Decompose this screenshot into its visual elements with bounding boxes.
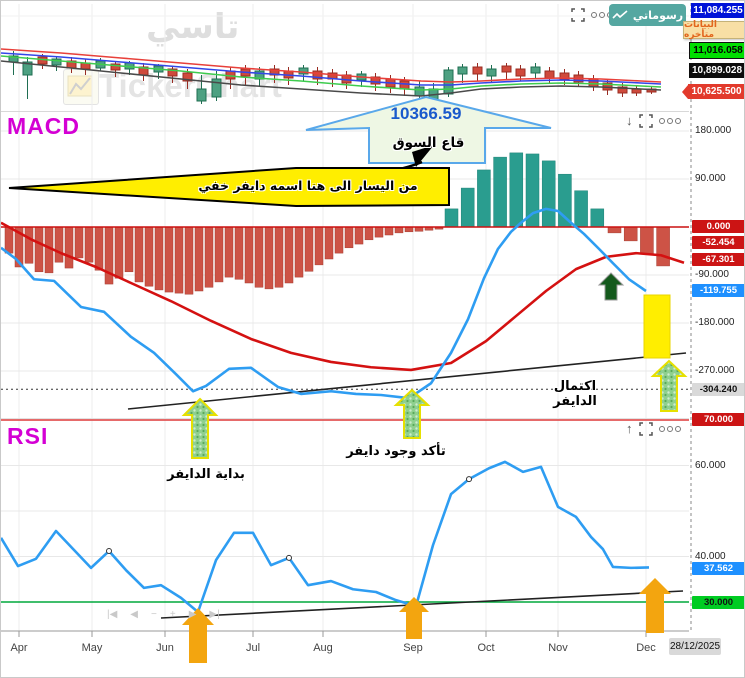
playback-controls[interactable]: |◀ ◀ − + ▶ ▶| (107, 609, 220, 620)
axis-value-badge: -119.755 (692, 284, 744, 297)
maximize-icon[interactable] (638, 422, 653, 436)
player-control-icon[interactable]: ◀ (130, 609, 138, 620)
x-axis-month-label: Nov (548, 642, 568, 654)
axis-value-badge: 70.000 (692, 413, 744, 426)
x-axis-month-label: May (81, 642, 103, 654)
x-axis-month-label: Aug (313, 642, 333, 654)
candle-panel-toolbar (571, 8, 613, 22)
rsi-bottom-arrow-dec (639, 578, 671, 633)
divergence-complete-arrow (650, 359, 688, 412)
symbol-watermark: تاسي (146, 7, 240, 47)
divergence-start-arrow (181, 397, 219, 459)
price-badge-red: 10,625.500 (682, 84, 744, 99)
axis-value-badge: 30.000 (692, 596, 744, 609)
player-control-icon[interactable]: ▶ (188, 609, 197, 620)
divergence-complete-label: اكتمال الدايفر (553, 379, 597, 409)
hidden-divergence-label: من اليسار الى هنا اسمه دايفر خفي (198, 178, 418, 193)
macd-cross-arrow (597, 272, 625, 301)
tickerchart-logo-icon (63, 69, 99, 105)
axis-value-badge: 37.562 (692, 562, 744, 575)
rsi-panel-toolbar: ↑ (626, 422, 681, 436)
x-axis-month-label: Jul (245, 642, 261, 654)
macd-panel-toolbar: ↓ (626, 114, 681, 128)
macd-panel-label: MACD (7, 113, 80, 139)
rsi-bottom-arrow-sep (399, 597, 429, 639)
axis-label: 60.000 (695, 460, 726, 471)
axis-label: 40.000 (695, 551, 726, 562)
date-badge[interactable]: 28/12/2025 (669, 638, 721, 655)
divergence-confirm-arrow (393, 388, 431, 439)
player-control-icon[interactable]: |◀ (107, 609, 118, 620)
price-badge-green: 11,016.058 (689, 42, 744, 59)
my-charts-button[interactable]: رسوماتي (609, 4, 686, 26)
axis-label: -180.000 (695, 317, 735, 328)
maximize-icon[interactable] (571, 8, 585, 22)
rsi-panel-label: RSI (7, 423, 49, 449)
line-chart-icon (612, 10, 628, 19)
player-control-icon[interactable]: ▶| (209, 609, 220, 620)
tickerchart-watermark: TickerChart (99, 67, 282, 104)
market-bottom-value: 10366.59 (390, 104, 462, 123)
x-axis-month-label: Sep (403, 642, 423, 654)
axis-label: 90.000 (695, 173, 726, 184)
divergence-start-label: بداية الدايفر (167, 467, 245, 482)
axis-value-badge: -304.240 (692, 383, 744, 396)
highlight-rect (643, 294, 671, 359)
maximize-icon[interactable] (638, 114, 653, 128)
axis-label: -90.000 (695, 269, 729, 280)
x-axis-month-label: Oct (477, 642, 495, 654)
axis-value-badge: -67.301 (692, 253, 744, 266)
divergence-confirm-label: تأكد وجود دايفر (346, 444, 446, 459)
axis-value-badge: 0.000 (692, 220, 744, 233)
x-axis-month-label: Jun (156, 642, 174, 654)
more-options-icon[interactable] (658, 118, 681, 124)
collapse-down-icon[interactable]: ↓ (626, 113, 633, 128)
delayed-data-note: البيانات متأخره (683, 20, 744, 40)
my-charts-button-label: رسوماتي (632, 8, 684, 22)
axis-value-badge: -52.454 (692, 236, 744, 249)
price-badge-last: 11,084.255 (691, 3, 744, 18)
curved-pointer-line (300, 160, 423, 176)
market-bottom-label: قاع السوق (392, 135, 465, 151)
x-axis-month-label: Dec (636, 642, 656, 654)
player-control-icon[interactable]: − (151, 609, 157, 620)
collapse-up-icon[interactable]: ↑ (626, 421, 633, 436)
player-control-icon[interactable]: + (169, 609, 176, 620)
more-options-icon[interactable] (658, 426, 681, 432)
price-badge-black: 10,899.028 (689, 63, 744, 78)
axis-label: 180.000 (695, 125, 732, 136)
x-axis-month-label: Apr (10, 642, 28, 654)
axis-label: -270.000 (695, 365, 735, 376)
